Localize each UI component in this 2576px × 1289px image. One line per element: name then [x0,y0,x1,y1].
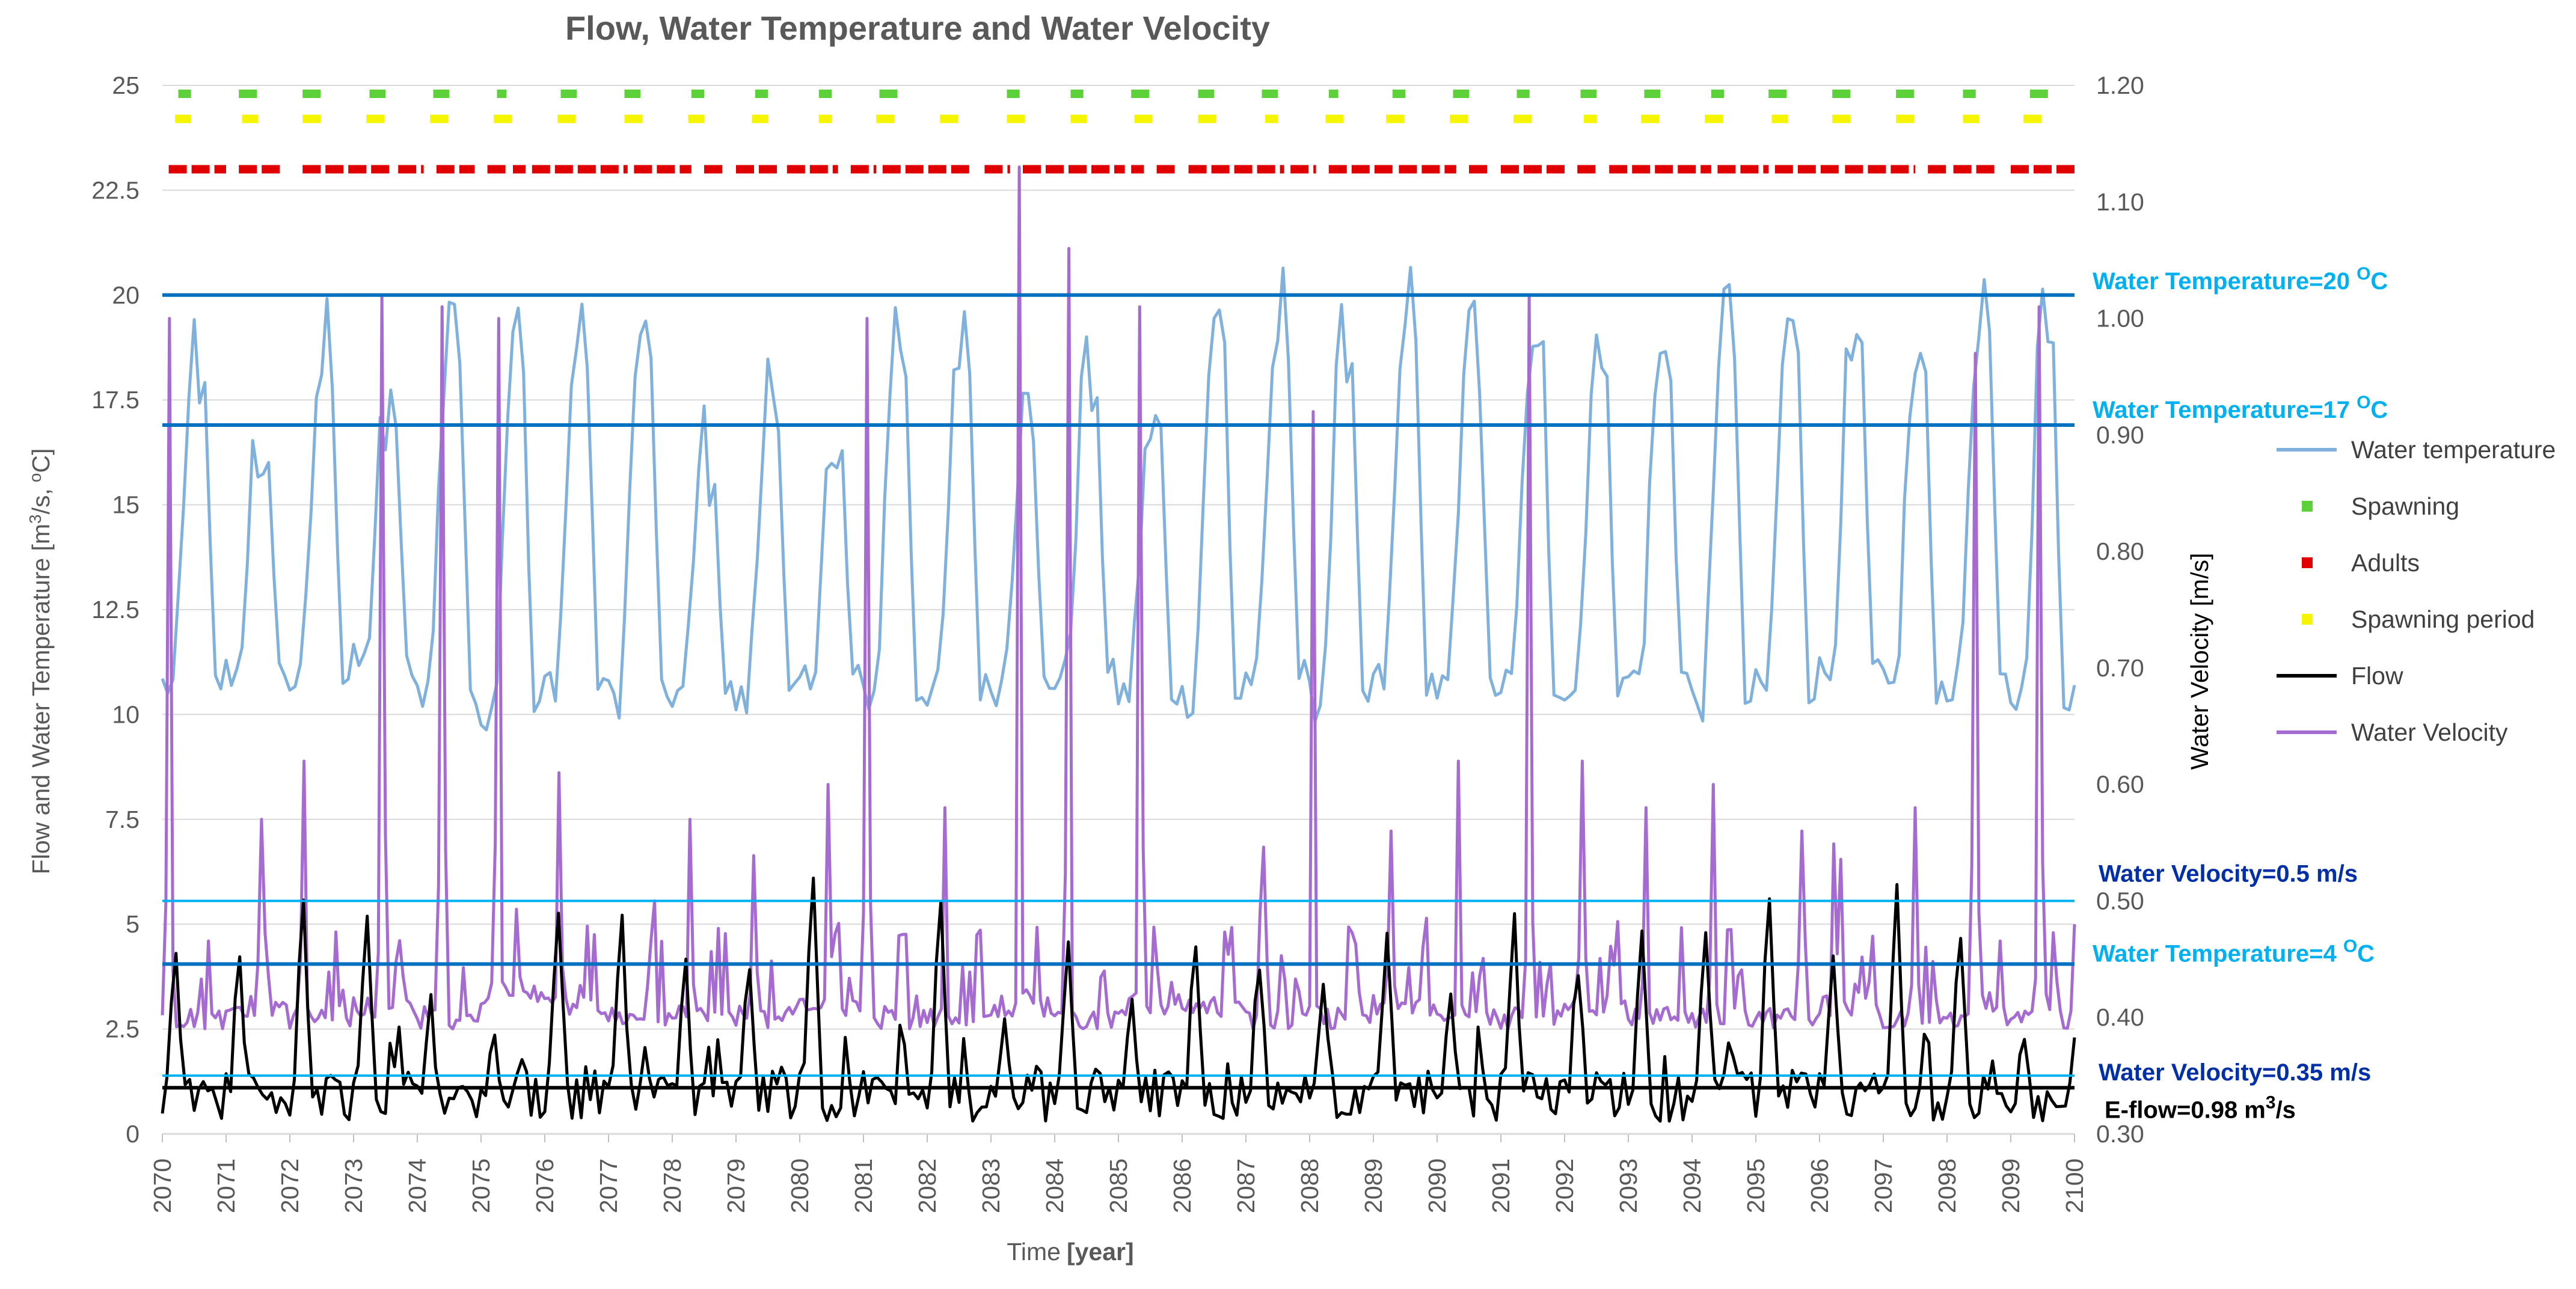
right-tick-label: 1.00 [2096,305,2144,332]
reference-line-label: Water Temperature=20 OC [2093,264,2388,295]
x-tick-label: 2078 [658,1159,686,1213]
x-tick-label: 2090 [1423,1159,1451,1213]
marker-series [168,89,2075,174]
x-tick-label: 2097 [1869,1159,1897,1213]
x-tick-label: 2086 [1168,1159,1196,1213]
reference-lines [162,293,2075,1090]
ref-label-text: Water Velocity=0.35 m/s [2099,1059,2371,1086]
x-tick-label: 2074 [403,1159,431,1213]
reference-line-label: Water Velocity=0.35 m/s [2099,1059,2371,1086]
x-tick-label: 2093 [1615,1159,1642,1213]
x-tick-label: 2085 [1105,1159,1132,1213]
ref-label-sup: O [2343,936,2357,956]
x-tick-label: 2080 [786,1159,814,1213]
x-tick-label: 2094 [1678,1159,1706,1213]
left-tick-label: 20 [112,281,140,309]
legend-swatch-marker [2302,501,2313,512]
series-water-velocity [161,165,2076,1030]
right-tick-label: 1.20 [2096,72,2144,99]
x-axis-ticks: 2070 2071 2072 2073 2074 2075 2076 2077 2078 2079… [149,1134,2088,1213]
x-tick-label: 2095 [1742,1159,1770,1213]
left-axis-title: Flow and Water Temperature [m3/s,oC] [26,449,55,875]
ref-label-unit: /s [2276,1097,2296,1123]
legend-label: Water temperature [2351,436,2556,464]
right-axis-ticks: 0.30 0.40 0.50 0.60 0.70 0.80 0.90 1.00 1.10 1.20 [2096,72,2144,1148]
right-tick-label: 0.50 [2096,887,2144,914]
right-tick-label: 0.60 [2096,771,2144,798]
right-tick-label: 0.70 [2096,654,2144,682]
ref-label-text: Water Temperature=20 [2093,268,2357,295]
reference-line-label: Water Temperature=17 OC [2093,393,2388,423]
x-tick-label: 2100 [2061,1159,2088,1213]
reference-line-label: Water Temperature=4 OC [2093,936,2375,967]
x-tick-label: 2070 [149,1159,176,1213]
ref-label-text: Water Temperature=17 [2093,397,2357,423]
left-tick-label: 17.5 [91,386,140,414]
legend-label: Spawning period [2351,605,2535,633]
right-tick-label: 0.90 [2096,421,2144,449]
left-tick-label: 15 [112,491,140,519]
ref-label-sup: 3 [2266,1092,2276,1112]
left-tick-label: 25 [112,72,140,99]
x-tick-label: 2087 [1232,1159,1260,1213]
legend-label: Flow [2351,662,2403,690]
water-velocity-line [161,165,2076,1030]
x-tick-label: 2079 [722,1159,750,1213]
legend: Water temperature Spawning Adults Spawning … [2277,436,2556,746]
left-tick-label: 10 [112,700,140,728]
x-tick-label: 2075 [467,1159,495,1213]
left-tick-label: 22.5 [91,176,140,204]
ref-label-text: E-flow=0.98 m [2105,1097,2266,1123]
left-tick-label: 2.5 [105,1015,140,1043]
chart-title: Flow, Water Temperature and Water Veloci… [565,9,1270,47]
left-tick-label: 7.5 [105,806,140,833]
right-tick-label: 0.80 [2096,537,2144,565]
right-tick-label: 0.40 [2096,1003,2144,1031]
x-tick-label: 2083 [977,1159,1005,1213]
x-tick-label: 2076 [531,1159,559,1213]
left-tick-label: 12.5 [91,596,140,623]
left-tick-label: 5 [126,910,140,938]
x-tick-label: 2081 [850,1159,877,1213]
ref-label-unit: C [2370,397,2388,423]
x-tick-label: 2096 [1806,1159,1833,1213]
ref-label-sup: O [2357,264,2370,284]
ref-label-text: Water Temperature=4 [2093,940,2343,967]
x-tick-label: 2084 [1041,1159,1069,1213]
legend-label: Water Velocity [2351,718,2508,746]
reference-line-label: Water Velocity=0.5 m/s [2099,860,2358,887]
left-tick-label: 0 [126,1120,140,1148]
series-water-temperature [161,266,2076,732]
x-tick-label: 2071 [212,1159,240,1213]
x-axis-title: Time [year] [1007,1238,1133,1266]
legend-swatch-marker [2302,614,2313,625]
right-axis-title: Water Velocity [m/s] [2186,553,2213,770]
right-tick-label: 1.10 [2096,188,2144,216]
legend-label: Adults [2351,549,2420,577]
ref-label-unit: C [2357,940,2375,967]
water-temperature-line [161,266,2076,732]
legend-swatch-marker [2302,557,2313,568]
x-tick-label: 2073 [340,1159,367,1213]
x-tick-label: 2091 [1487,1159,1515,1213]
reference-line-label: E-flow=0.98 m3/s [2105,1092,2296,1123]
x-tick-label: 2088 [1296,1159,1323,1213]
x-tick-label: 2082 [913,1159,941,1213]
ref-label-sup: O [2357,393,2370,412]
right-tick-label: 0.30 [2096,1120,2144,1148]
x-tick-label: 2077 [595,1159,622,1213]
x-tick-label: 2098 [1933,1159,1961,1213]
legend-label: Spawning [2351,492,2459,520]
x-tick-label: 2092 [1551,1159,1578,1213]
left-axis-ticks: 0 2.5 5 7.5 10 12.5 15 17.5 20 22.5 25 [91,72,140,1148]
x-tick-label: 2072 [276,1159,304,1213]
x-tick-label: 2089 [1360,1159,1387,1213]
ref-label-unit: C [2370,268,2388,295]
ref-label-text: Water Velocity=0.5 m/s [2099,860,2358,887]
x-tick-label: 2099 [1997,1159,2025,1213]
